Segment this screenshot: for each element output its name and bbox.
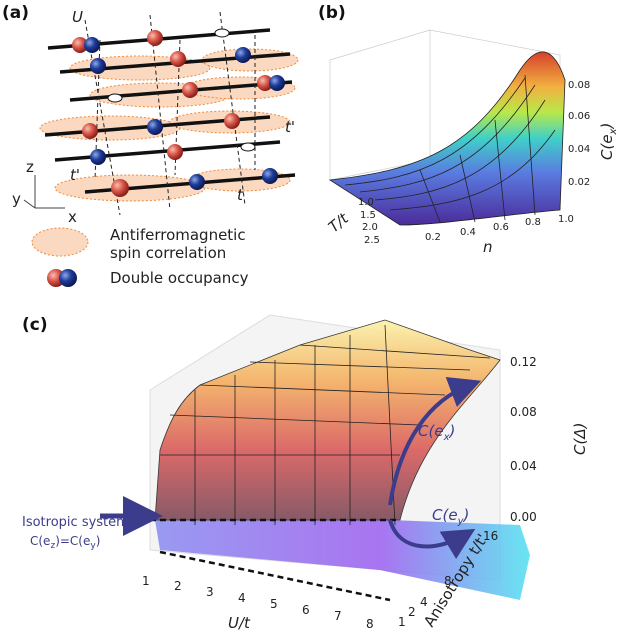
axis-y: y	[12, 190, 21, 208]
tick-label: 8	[444, 574, 452, 588]
tick-label: 16	[483, 529, 498, 543]
label-part: y	[457, 516, 465, 527]
cy-label: C(ey)	[432, 506, 469, 527]
tick-label: 0.6	[493, 222, 509, 233]
label-part: x	[608, 128, 619, 135]
label-part: C(e	[598, 134, 616, 160]
tick-label: 2	[174, 579, 182, 593]
legend-atom	[59, 269, 77, 287]
tick-label: 1.0	[358, 197, 374, 208]
legend-text: Double occupancy	[110, 269, 249, 287]
tprime-label: t'	[70, 166, 80, 184]
tick-label: 0.8	[525, 217, 541, 228]
label-part: x	[443, 432, 450, 443]
cx-label: C(ex)	[418, 422, 455, 443]
t-label: t	[237, 186, 244, 204]
axes-icon: z y x	[12, 158, 77, 226]
label-part: C(e	[418, 422, 444, 440]
panel-label: (c)	[22, 315, 48, 335]
legend-text: spin correlation	[110, 244, 226, 262]
z-ticks: 0.02 0.04 0.06 0.08	[568, 80, 590, 188]
z-label: C(ex)	[598, 123, 619, 160]
U-label: U	[72, 8, 83, 26]
tick-label: 0.4	[460, 227, 476, 238]
surface	[154, 319, 501, 521]
axis-z: z	[26, 158, 34, 176]
legend-ellipse	[31, 227, 89, 257]
axis-label: T/t	[325, 209, 353, 236]
panel-b: (b) 0.02 0.04 0.06 0.08 C(ex) 1.0 1.5 2.…	[318, 3, 619, 256]
axis-label: n	[483, 238, 493, 256]
label-part: C(e	[30, 534, 50, 548]
label-part: )	[448, 422, 455, 440]
legend-text: Antiferromagnetic	[110, 226, 246, 244]
label-part: z	[50, 541, 55, 551]
tick-label: 8	[366, 617, 374, 631]
tick-label: 0.2	[425, 232, 441, 243]
z-label: C(Δ)	[571, 423, 589, 455]
aniso-ticks: 16 8 4 2 1	[398, 529, 498, 629]
u-ticks: 1 2 3 4 5 6 7 8	[142, 574, 374, 631]
tick-label: 1	[142, 574, 150, 588]
tick-label: 0.06	[568, 111, 590, 122]
tick-label: 3	[206, 585, 214, 599]
panel-label: (b)	[318, 3, 346, 23]
tick-label: 2	[408, 605, 416, 619]
tick-label: 0.00	[510, 510, 537, 524]
surface	[328, 51, 566, 226]
tick-label: 0.04	[568, 144, 590, 155]
axis-label: U/t	[228, 614, 251, 632]
tick-label: 2.5	[364, 235, 380, 246]
tprime-label: t'	[285, 118, 295, 136]
annotation: C(ez)=C(ey)	[30, 534, 100, 551]
label-part: )	[462, 506, 469, 524]
tick-label: 0.08	[510, 405, 537, 419]
tick-label: 1.0	[558, 214, 574, 225]
tick-label: 0.02	[568, 177, 590, 188]
tick-label: 1	[398, 615, 406, 629]
tick-label: 4	[420, 595, 428, 609]
label-part: )=C(e	[55, 534, 90, 548]
atoms	[72, 28, 285, 197]
panel-label: (a)	[2, 3, 29, 23]
tick-label: 0.04	[510, 459, 537, 473]
label-part: )	[598, 123, 616, 130]
label-part: y	[90, 541, 96, 551]
tick-label: 2.0	[362, 222, 378, 233]
z-ticks: 0.12 0.08 0.04 0.00	[510, 355, 537, 524]
panel-a: (a) U t' t' t z y x Antiferromagnetic sp…	[2, 3, 299, 287]
floor-surface	[155, 520, 530, 600]
tick-label: 6	[302, 603, 310, 617]
tick-label: 7	[334, 609, 342, 623]
label-part: )	[96, 534, 101, 548]
tick-label: 5	[270, 597, 278, 611]
panel-c: (c) 0.12 0.08 0.04 0.00 C(Δ) 1 2 3 4 5 6…	[22, 314, 589, 632]
tick-label: 0.08	[568, 80, 590, 91]
annotation: Isotropic system	[22, 515, 129, 530]
axis-x: x	[68, 208, 77, 226]
label-part: C(e	[432, 506, 458, 524]
tick-label: 0.12	[510, 355, 537, 369]
tick-label: 1.5	[360, 210, 376, 221]
tick-label: 4	[238, 591, 246, 605]
